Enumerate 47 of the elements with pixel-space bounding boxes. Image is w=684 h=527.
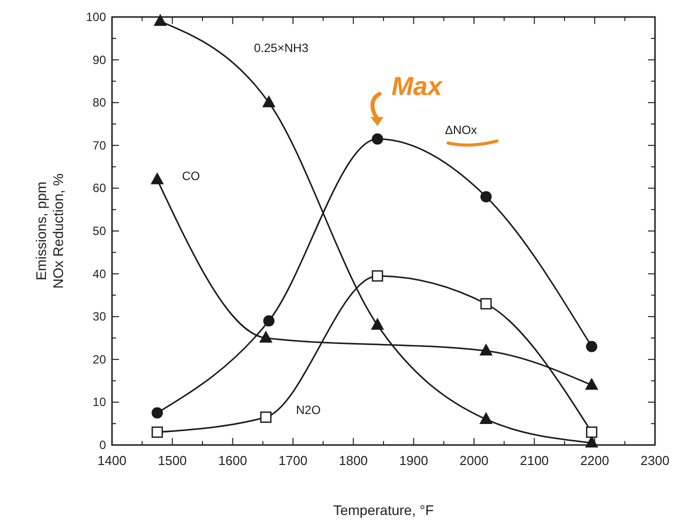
y-tick-label: 30 — [92, 310, 106, 324]
point — [586, 340, 598, 352]
point — [263, 315, 275, 327]
point — [372, 270, 384, 282]
y-tick-label: 60 — [92, 181, 106, 196]
series-label: ΔNOx — [445, 123, 478, 137]
point — [480, 191, 492, 202]
series-label: 0.25×NH3 — [254, 41, 309, 55]
point — [152, 426, 163, 438]
x-tick-label: 2100 — [520, 453, 549, 468]
x-tick-label: 1800 — [338, 453, 368, 468]
point — [262, 96, 276, 108]
point — [260, 412, 272, 423]
point — [586, 378, 598, 390]
series-label: N2O — [296, 403, 321, 417]
point — [480, 412, 492, 424]
point — [480, 344, 492, 356]
point — [371, 318, 384, 330]
x-tick-label: 1700 — [278, 453, 308, 468]
series-label: CO — [182, 169, 200, 183]
x-axis-title: Temperature, °F — [333, 502, 434, 518]
y-axis-title: Emissions, ppm NOx Reduction, % — [33, 173, 66, 289]
y-tick-label: 70 — [92, 138, 106, 152]
x-tick-label: 2200 — [580, 453, 610, 468]
point — [260, 331, 272, 343]
y-tick-label: 100 — [86, 10, 106, 24]
point — [154, 14, 166, 26]
x-tick-label: 1900 — [399, 453, 428, 468]
point — [151, 172, 164, 184]
y-tick-label: 10 — [92, 395, 106, 410]
point — [152, 407, 163, 419]
point — [586, 436, 598, 448]
point — [586, 426, 598, 438]
y-tick-label: 50 — [92, 224, 106, 238]
annotation: Max — [391, 70, 444, 101]
y-tick-label: 20 — [92, 352, 106, 366]
y-tick-label: 0 — [99, 438, 106, 452]
x-tick-label: 2000 — [460, 453, 488, 468]
y-tick-label: 80 — [92, 96, 106, 110]
point — [372, 133, 384, 145]
y-tick-label: 40 — [92, 266, 106, 281]
x-tick-label: 2300 — [640, 453, 670, 468]
point — [480, 298, 492, 310]
y-tick-label: 90 — [92, 52, 106, 67]
x-tick-label: 1500 — [158, 453, 187, 468]
x-tick-label: 1600 — [218, 453, 248, 468]
x-tick-label: 1400 — [98, 453, 126, 468]
